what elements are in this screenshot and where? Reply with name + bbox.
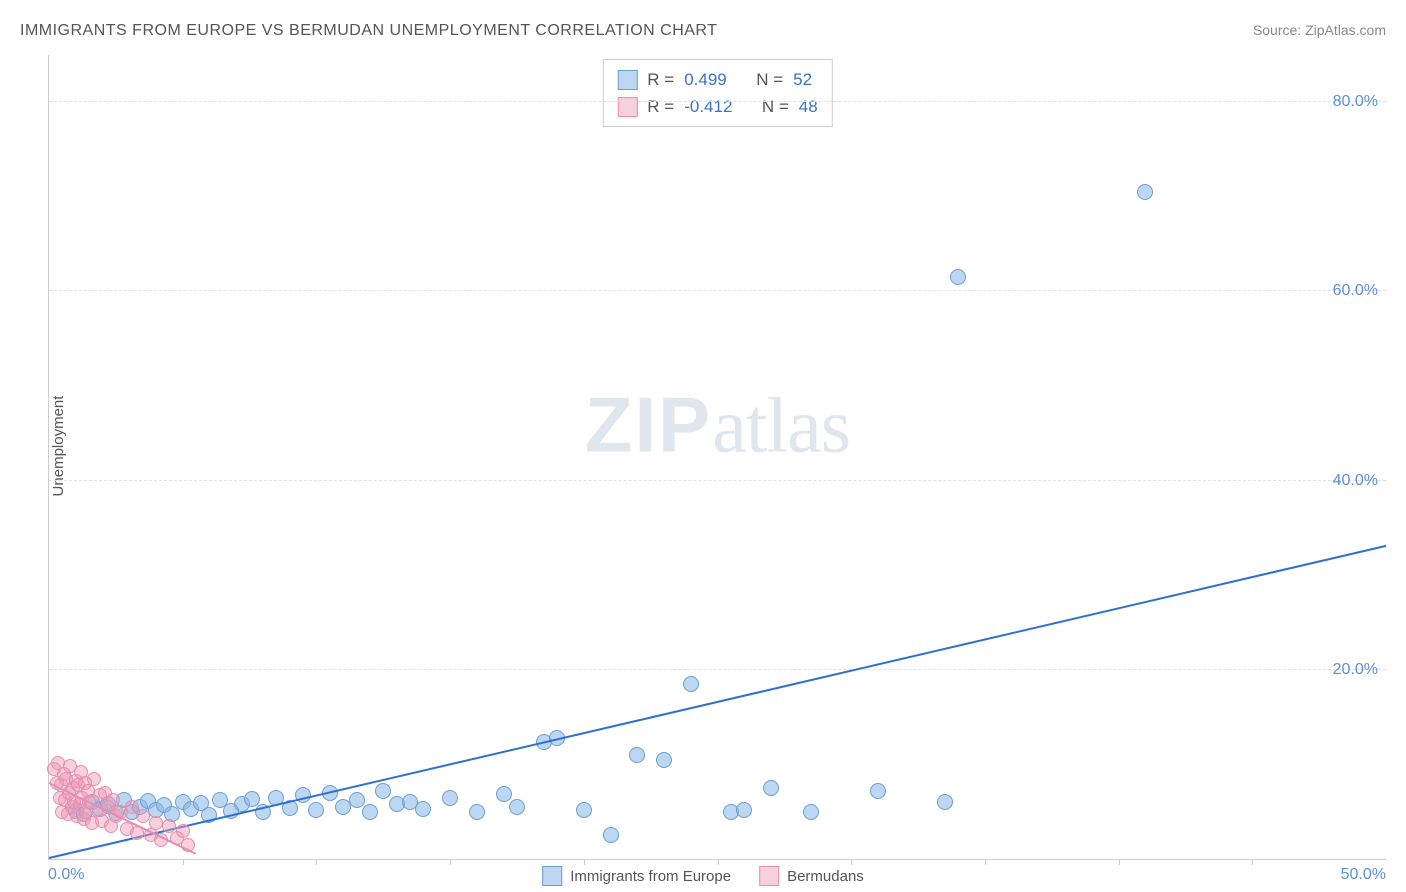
trendline-europe [49,545,1386,859]
watermark: ZIPatlas [585,379,850,470]
x-axis-origin-tick: 0.0% [48,866,84,884]
data-point-europe[interactable] [349,792,365,808]
swatch-blue-icon [542,866,562,886]
data-point-europe[interactable] [1137,184,1153,200]
data-point-europe[interactable] [803,804,819,820]
source-link[interactable]: ZipAtlas.com [1305,22,1386,38]
x-axis-max-tick: 50.0% [1341,866,1386,884]
watermark-zip: ZIP [585,380,712,468]
data-point-bermudan[interactable] [136,809,150,823]
n-label: N = [756,66,783,93]
y-tick-label: 40.0% [1333,472,1378,490]
y-tick-label: 20.0% [1333,661,1378,679]
x-tick-mark [851,859,852,865]
data-point-europe[interactable] [362,804,378,820]
r-label: R = [647,93,674,120]
stats-row-bermudan: R = -0.412 N = 48 [617,93,817,120]
x-tick-mark [316,859,317,865]
y-tick-label: 60.0% [1333,282,1378,300]
x-tick-mark [985,859,986,865]
legend-item-europe[interactable]: Immigrants from Europe [542,866,731,886]
chart-plot-area: ZIPatlas R = 0.499 N = 52 R = -0.412 N =… [48,55,1386,860]
data-point-europe[interactable] [870,783,886,799]
data-point-bermudan[interactable] [87,772,101,786]
swatch-blue-icon [617,70,637,90]
data-point-europe[interactable] [375,783,391,799]
x-tick-mark [584,859,585,865]
gridline [49,480,1386,481]
data-point-europe[interactable] [683,676,699,692]
legend-label-bermudan: Bermudans [787,868,864,885]
data-point-europe[interactable] [950,269,966,285]
data-point-europe[interactable] [763,780,779,796]
legend: Immigrants from Europe Bermudans [542,866,864,886]
legend-label-europe: Immigrants from Europe [570,868,731,885]
n-label: N = [762,93,789,120]
data-point-europe[interactable] [603,827,619,843]
y-tick-label: 80.0% [1333,93,1378,111]
stats-row-europe: R = 0.499 N = 52 [617,66,817,93]
gridline [49,290,1386,291]
r-label: R = [647,66,674,93]
data-point-europe[interactable] [629,747,645,763]
data-point-europe[interactable] [308,802,324,818]
data-point-europe[interactable] [509,799,525,815]
source-label: Source: ZipAtlas.com [1253,22,1386,38]
gridline [49,669,1386,670]
n-value-europe: 52 [793,66,812,93]
r-value-bermudan: -0.412 [684,93,732,120]
x-tick-mark [718,859,719,865]
r-value-europe: 0.499 [684,66,727,93]
watermark-atlas: atlas [712,381,850,468]
correlation-stats-box: R = 0.499 N = 52 R = -0.412 N = 48 [602,59,832,127]
data-point-europe[interactable] [415,801,431,817]
data-point-europe[interactable] [469,804,485,820]
chart-title: IMMIGRANTS FROM EUROPE VS BERMUDAN UNEMP… [20,22,717,40]
legend-item-bermudan[interactable]: Bermudans [759,866,864,886]
data-point-europe[interactable] [576,802,592,818]
source-prefix: Source: [1253,22,1305,38]
data-point-europe[interactable] [937,794,953,810]
n-value-bermudan: 48 [799,93,818,120]
data-point-bermudan[interactable] [149,816,163,830]
swatch-pink-icon [617,97,637,117]
x-tick-mark [183,859,184,865]
data-point-europe[interactable] [656,752,672,768]
x-tick-mark [1119,859,1120,865]
data-point-europe[interactable] [442,790,458,806]
data-point-bermudan[interactable] [176,824,190,838]
data-point-europe[interactable] [496,786,512,802]
gridline [49,101,1386,102]
x-tick-mark [450,859,451,865]
swatch-pink-icon [759,866,779,886]
data-point-europe[interactable] [736,802,752,818]
x-tick-mark [1252,859,1253,865]
